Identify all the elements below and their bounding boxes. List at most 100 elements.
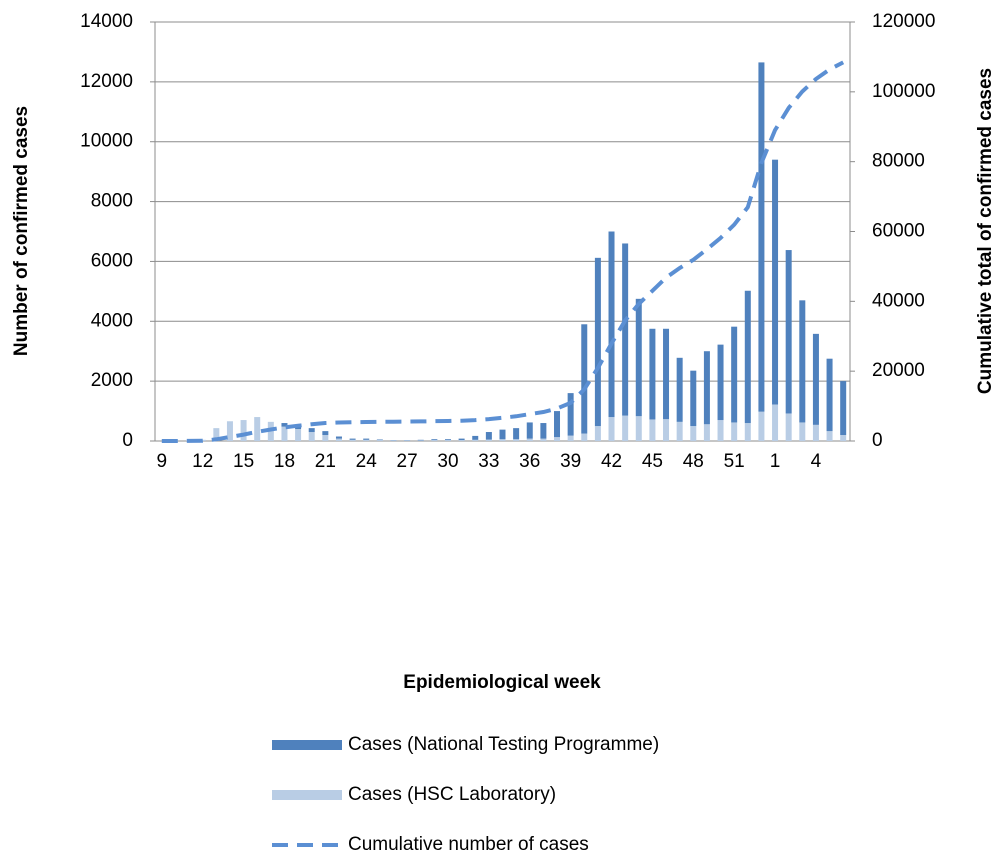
bar [499,439,506,441]
bar [322,435,329,441]
x-tick-label: 45 [642,451,663,472]
y-tick-label: 8000 [91,191,133,212]
bar [444,440,451,441]
y2-tick-label: 0 [872,430,883,451]
bar [717,420,724,441]
legend-swatch [272,790,342,800]
bar [376,439,383,441]
y2-tick-label: 100000 [872,81,935,102]
bar [785,250,792,414]
bar [417,439,424,441]
bar [281,426,288,441]
bar [731,422,738,441]
bar [254,417,261,441]
x-tick-label: 24 [356,451,378,472]
bar [349,438,356,440]
x-tick-label: 18 [274,451,295,472]
bar [826,358,833,432]
bar [322,431,329,436]
bar [335,438,342,441]
legend-label: Cases (National Testing Programme) [348,734,659,755]
bar [540,438,547,441]
x-tick-label: 27 [397,451,418,472]
bar [717,344,724,421]
bar [663,328,670,420]
bar [622,415,629,441]
line [161,60,845,443]
bar [676,357,683,422]
y-tick-label: 0 [122,430,133,451]
bar [635,298,642,417]
bar [417,440,424,441]
bar [772,159,779,405]
bar [581,433,588,441]
bar [554,411,561,438]
bar [308,432,315,441]
bar [758,411,765,441]
bar [840,381,847,436]
bar [240,420,247,441]
bar [526,438,533,441]
bar [812,333,819,425]
y2-tick-label: 120000 [872,11,935,32]
y2-tick-label: 60000 [872,221,925,242]
bar [554,437,561,441]
bar [513,428,520,440]
bar [635,416,642,441]
x-tick-label: 39 [560,451,581,472]
y2-tick-label: 40000 [872,290,925,311]
bar [295,429,302,441]
bar [213,428,220,441]
bar [567,393,574,436]
bar [308,428,315,433]
bar [676,421,683,441]
y-tick-label: 14000 [80,11,133,32]
legend-label: Cumulative number of cases [348,834,589,851]
bar [744,290,751,424]
bar [581,324,588,434]
y2-tick-label: 80000 [872,151,925,172]
bar [472,439,479,441]
x-tick-label: 30 [437,451,458,472]
y-axis-title: Number of confirmed cases [11,106,32,356]
bar [458,440,465,441]
bar [799,422,806,441]
y-tick-label: 4000 [91,310,133,331]
x-tick-label: 36 [519,451,540,472]
bar [649,328,656,420]
bar [758,62,765,412]
bar [513,439,520,441]
bar [649,419,656,441]
bar [772,404,779,441]
bar [799,300,806,423]
x-tick-label: 9 [157,451,168,472]
x-axis-title: Epidemiological week [403,672,601,693]
legend-swatch [272,740,342,750]
legend-label: Cases (HSC Laboratory) [348,784,556,805]
bar [744,423,751,441]
bar [363,439,370,441]
x-tick-label: 42 [601,451,622,472]
x-tick-label: 12 [192,451,213,472]
bar [785,413,792,441]
bar [622,243,629,416]
bar [431,440,438,441]
bar [608,231,615,418]
bar [594,426,601,441]
bar [690,370,697,427]
x-tick-label: 1 [770,451,781,472]
bar [703,351,710,425]
x-tick-label: 51 [724,451,745,472]
x-tick-label: 15 [233,451,254,472]
bar [363,438,370,440]
bar [444,439,451,441]
bar [567,435,574,441]
y2-tick-label: 20000 [872,360,925,381]
bar [472,435,479,440]
bar [608,417,615,441]
bar [840,435,847,441]
x-tick-label: 33 [478,451,499,472]
x-tick-label: 48 [683,451,704,472]
bar [703,424,710,441]
